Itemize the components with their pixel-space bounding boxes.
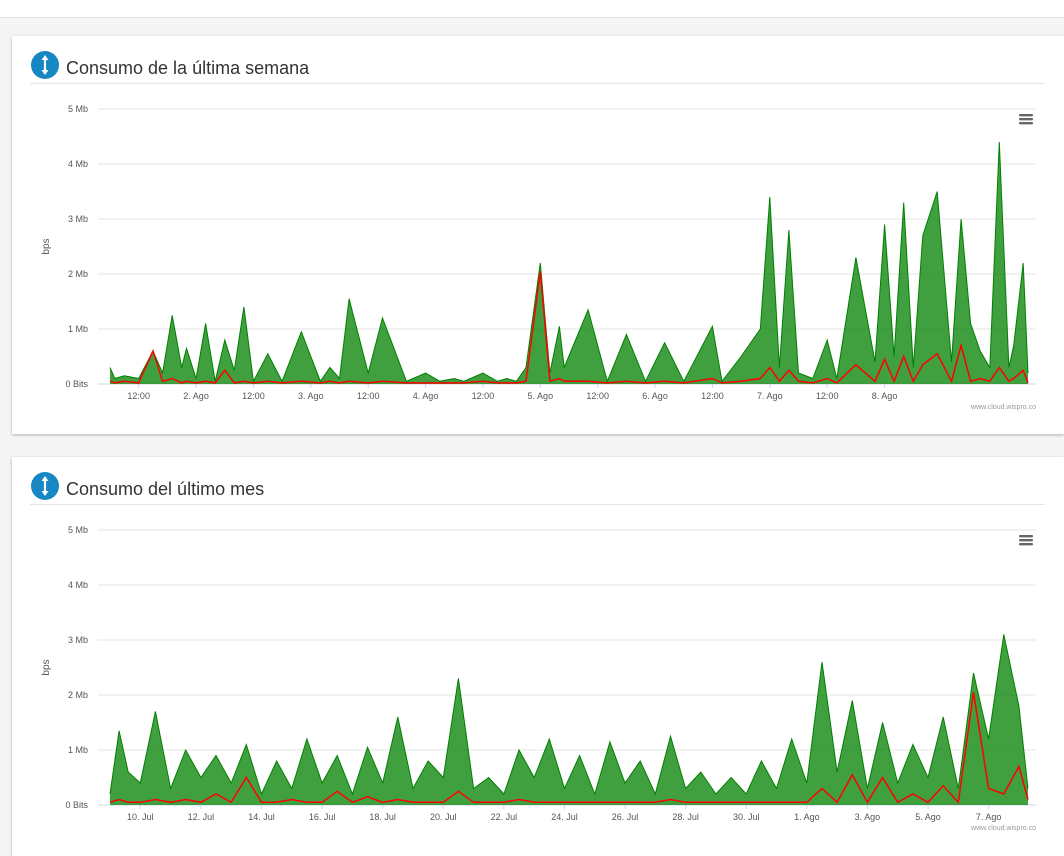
menu-icon-bar	[1019, 122, 1033, 125]
y-axis-title: bps	[41, 238, 52, 254]
y-tick-label: 0 Bits	[65, 800, 88, 810]
y-tick-label: 5 Mb	[68, 104, 88, 114]
y-tick-label: 2 Mb	[68, 690, 88, 700]
chart-credits: www.cloud.wispro.co	[970, 825, 1036, 832]
hamburger-menu-icon[interactable]	[1016, 110, 1036, 128]
panel-header: Consumo del último mes	[30, 471, 1045, 505]
top-navigation-strip	[0, 0, 1064, 18]
vertical-arrows-icon	[31, 51, 59, 79]
menu-icon-bar	[1019, 539, 1033, 542]
x-tick-label: 28. Jul	[672, 812, 699, 822]
menu-icon-bar	[1019, 118, 1033, 121]
panel-title: Consumo del último mes	[66, 479, 265, 499]
x-tick-label: 6. Ago	[642, 391, 668, 401]
y-axis-title: bps	[41, 659, 52, 675]
x-tick-label: 16. Jul	[309, 812, 336, 822]
monthly-consumption-chart: 0 Bits 1 Mb 2 Mb 3 Mb 4 Mb 5 Mb bps 10. Jul 12. …	[41, 525, 1036, 832]
panel-title: Consumo de la última semana	[66, 58, 310, 78]
x-tick-label: 12:00	[586, 391, 609, 401]
x-tick-label: 20. Jul	[430, 812, 457, 822]
x-tick-label: 12:00	[701, 391, 724, 401]
x-tick-label: 18. Jul	[369, 812, 396, 822]
x-tick-label: 10. Jul	[127, 812, 154, 822]
weekly-consumption-panel: Consumo de la última semana 0 Bits 1 Mb 2 …	[12, 36, 1064, 434]
y-tick-label: 4 Mb	[68, 580, 88, 590]
series-in-area	[110, 142, 1028, 384]
x-tick-label: 2. Ago	[183, 391, 209, 401]
y-tick-label: 1 Mb	[68, 745, 88, 755]
x-tick-label: 7. Ago	[757, 391, 783, 401]
series-in-line	[109, 141, 1029, 383]
x-tick-label: 22. Jul	[491, 812, 518, 822]
menu-icon-bar	[1019, 535, 1033, 538]
weekly-consumption-chart: 0 Bits 1 Mb 2 Mb 3 Mb 4 Mb 5 Mb bps 12:00 2. Ago…	[41, 104, 1036, 411]
y-tick-label: 2 Mb	[68, 269, 88, 279]
x-tick-label: 3. Ago	[855, 812, 881, 822]
y-tick-label: 4 Mb	[68, 159, 88, 169]
hamburger-menu-icon[interactable]	[1016, 531, 1036, 549]
x-tick-label: 1. Ago	[794, 812, 820, 822]
series-out-line	[109, 692, 1029, 804]
x-tick-label: 3. Ago	[298, 391, 324, 401]
panel-header: Consumo de la última semana	[30, 50, 1045, 84]
x-tick-label: 12:00	[357, 391, 380, 401]
x-tick-label: 8. Ago	[872, 391, 898, 401]
chart-credits: www.cloud.wispro.co	[970, 404, 1036, 411]
x-tick-label: 12:00	[242, 391, 265, 401]
y-tick-label: 5 Mb	[68, 525, 88, 535]
y-tick-label: 3 Mb	[68, 635, 88, 645]
x-tick-label: 4. Ago	[413, 391, 439, 401]
x-tick-label: 12:00	[816, 391, 839, 401]
y-tick-label: 1 Mb	[68, 324, 88, 334]
x-tick-label: 7. Ago	[976, 812, 1002, 822]
x-tick-label: 12:00	[472, 391, 495, 401]
x-tick-label: 5. Ago	[528, 391, 554, 401]
menu-icon-bar	[1019, 543, 1033, 546]
x-tick-label: 12. Jul	[188, 812, 215, 822]
x-tick-label: 26. Jul	[612, 812, 639, 822]
vertical-arrows-icon	[31, 472, 59, 500]
x-tick-label: 14. Jul	[248, 812, 275, 822]
x-tick-label: 5. Ago	[915, 812, 941, 822]
monthly-consumption-panel: Consumo del último mes 0 Bits 1 Mb 2 Mb 3 M…	[12, 457, 1064, 856]
series-out-line	[109, 271, 1029, 384]
y-tick-label: 0 Bits	[65, 379, 88, 389]
x-tick-label: 24. Jul	[551, 812, 578, 822]
x-tick-label: 30. Jul	[733, 812, 760, 822]
menu-icon-bar	[1019, 114, 1033, 117]
y-tick-label: 3 Mb	[68, 214, 88, 224]
series-in-line	[109, 634, 1029, 796]
x-tick-label: 12:00	[127, 391, 150, 401]
